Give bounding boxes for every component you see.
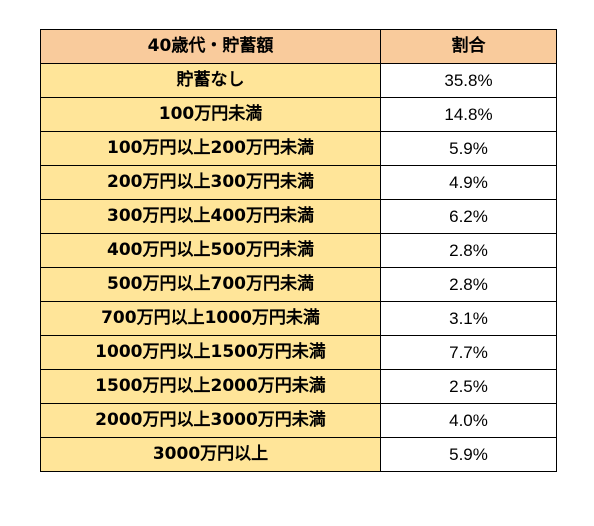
savings-range-label: 貯蓄なし [40,63,381,98]
share-value: 2.8% [380,267,557,302]
share-value: 3.1% [380,301,557,336]
savings-table: 40歳代・貯蓄額 割合 貯蓄なし 35.8% 100万円未満 14.8% 100万円以上… [40,29,557,472]
share-value: 5.9% [380,437,557,472]
savings-range-label: 400万円以上500万円未満 [40,233,381,268]
share-value: 5.9% [380,131,557,166]
table-row: 100万円以上200万円未満 5.9% [40,131,557,166]
savings-range-label: 100万円未満 [40,97,381,132]
table-row: 400万円以上500万円未満 2.8% [40,233,557,268]
share-value: 2.8% [380,233,557,268]
column-header-share: 割合 [380,29,557,64]
share-value: 14.8% [380,97,557,132]
savings-range-label: 1500万円以上2000万円未満 [40,369,381,404]
table-header-row: 40歳代・貯蓄額 割合 [40,29,557,64]
share-value: 35.8% [380,63,557,98]
savings-range-label: 1000万円以上1500万円未満 [40,335,381,370]
table-row: 100万円未満 14.8% [40,97,557,132]
table-row: 1500万円以上2000万円未満 2.5% [40,369,557,404]
savings-table-container: 40歳代・貯蓄額 割合 貯蓄なし 35.8% 100万円未満 14.8% 100万円以上… [40,29,557,472]
table-row: 700万円以上1000万円未満 3.1% [40,301,557,336]
savings-range-label: 500万円以上700万円未満 [40,267,381,302]
share-value: 2.5% [380,369,557,404]
savings-range-label: 300万円以上400万円未満 [40,199,381,234]
share-value: 4.9% [380,165,557,200]
table-row: 300万円以上400万円未満 6.2% [40,199,557,234]
table-row: 3000万円以上 5.9% [40,437,557,472]
table-row: 500万円以上700万円未満 2.8% [40,267,557,302]
share-value: 4.0% [380,403,557,438]
table-body: 貯蓄なし 35.8% 100万円未満 14.8% 100万円以上200万円未満 5.9% 2… [40,63,557,472]
table-row: 1000万円以上1500万円未満 7.7% [40,335,557,370]
savings-range-label: 200万円以上300万円未満 [40,165,381,200]
table-row: 貯蓄なし 35.8% [40,63,557,98]
share-value: 6.2% [380,199,557,234]
savings-range-label: 700万円以上1000万円未満 [40,301,381,336]
savings-range-label: 100万円以上200万円未満 [40,131,381,166]
savings-range-label: 3000万円以上 [40,437,381,472]
column-header-category: 40歳代・貯蓄額 [40,29,381,64]
savings-range-label: 2000万円以上3000万円未満 [40,403,381,438]
share-value: 7.7% [380,335,557,370]
table-row: 2000万円以上3000万円未満 4.0% [40,403,557,438]
table-row: 200万円以上300万円未満 4.9% [40,165,557,200]
